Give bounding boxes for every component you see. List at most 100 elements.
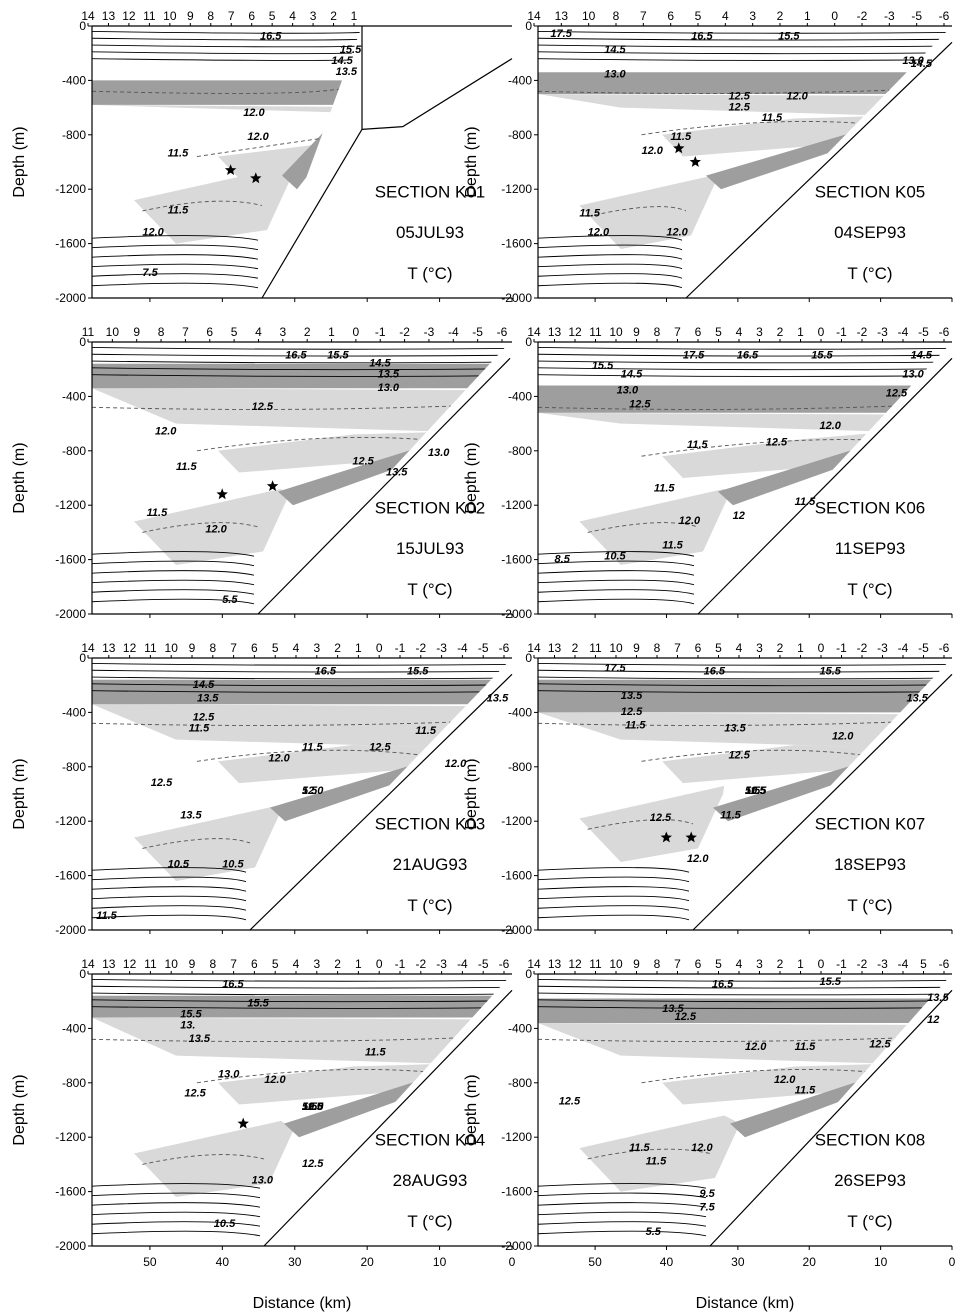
station-label: 2 — [304, 325, 311, 339]
contour-label: 12.5 — [302, 1158, 324, 1170]
y-tick-label: -2000 — [55, 607, 86, 621]
units-label: T (°C) — [407, 580, 452, 599]
contour-label: 13.5 — [189, 1033, 211, 1045]
shaded-band-deep — [579, 488, 728, 566]
y-axis-title: Depth (m) — [11, 442, 28, 513]
isotherm-line — [91, 346, 511, 350]
isotherm-dashed — [537, 404, 933, 410]
station-label: -6 — [499, 957, 510, 971]
isotherm-line — [91, 914, 247, 921]
station-label: 6 — [667, 9, 674, 23]
isotherm-line — [91, 1006, 513, 1009]
station-label: 12 — [122, 9, 136, 23]
y-tick-label: -800 — [508, 760, 532, 774]
contour-label: 12.0 — [445, 758, 467, 770]
contour-label: 13.0 — [428, 447, 450, 459]
station-label: 2 — [777, 325, 784, 339]
contour-label: 12.0 — [691, 1142, 713, 1154]
station-label: -4 — [898, 325, 909, 339]
y-tick-label: -1600 — [501, 237, 532, 251]
y-axis-title: Depth (m) — [463, 1074, 480, 1145]
station-label: 4 — [255, 325, 262, 339]
station-label: -6 — [497, 325, 508, 339]
station-label: 4 — [736, 641, 743, 655]
contour-label: 14.5 — [369, 357, 391, 369]
contour-label: 13.0 — [252, 1174, 274, 1186]
station-label: 5 — [231, 325, 238, 339]
station-label: 14 — [81, 9, 95, 23]
isotherm-line — [537, 992, 953, 996]
contour-label: 11.5 — [654, 483, 675, 495]
contour-label: 14.5 — [621, 368, 643, 380]
x-tick-label: 40 — [216, 1255, 230, 1269]
station-label: 13 — [548, 325, 562, 339]
contour-label: 12 — [927, 1014, 939, 1026]
station-label: 10 — [165, 957, 179, 971]
contour-label: 14.5 — [911, 349, 933, 361]
contour-label: 13.5 — [927, 992, 949, 1004]
y-tick-label: -1600 — [501, 1185, 532, 1199]
station-label: 7 — [674, 641, 681, 655]
contour-label: 16.5 — [285, 349, 307, 361]
isotherm-line — [91, 51, 363, 55]
isotherm-line — [91, 1183, 261, 1189]
isotherm-line — [537, 30, 953, 34]
station-label: -2 — [857, 325, 868, 339]
contour-label: 12.0 — [247, 131, 269, 143]
contour-label: 12.0 — [786, 90, 808, 102]
station-label: 5 — [715, 325, 722, 339]
station-label: 3 — [756, 957, 763, 971]
y-tick-label: -2000 — [501, 291, 532, 305]
isotherm-line — [537, 683, 953, 687]
isotherm-line — [537, 374, 953, 377]
contour-label: 16.5 — [691, 31, 713, 43]
contour-label: 11.5 — [795, 1085, 816, 1097]
contour-label: 11.5 — [646, 1155, 667, 1167]
contour-label: 11.5 — [302, 741, 323, 753]
contour-label: 12.0 — [302, 1101, 324, 1113]
station-label: -4 — [898, 957, 909, 971]
contour-label: 16.5 — [222, 979, 244, 991]
station-label: 10 — [582, 9, 596, 23]
x-tick-label: 30 — [288, 1255, 302, 1269]
contour-label: 12.5 — [184, 1087, 206, 1099]
station-label: 14 — [527, 9, 541, 23]
y-tick-label: -800 — [508, 1076, 532, 1090]
isotherm-line — [537, 273, 683, 279]
x-axis-title: Distance (km) — [253, 1295, 352, 1312]
isotherm-line — [91, 44, 363, 48]
contour-label: 13. — [180, 1019, 195, 1031]
contour-label: 12.5 — [886, 387, 908, 399]
units-label: T (°C) — [847, 264, 892, 283]
station-label: 8 — [158, 325, 165, 339]
contour-label: 11.5 — [168, 148, 189, 160]
y-tick-label: -800 — [62, 1076, 86, 1090]
section-title: SECTION K08 — [815, 1130, 926, 1149]
shaded-band-deep — [579, 785, 725, 862]
shaded-band-deep — [134, 167, 292, 244]
contour-label: 12.0 — [820, 420, 842, 432]
station-star-marker — [224, 164, 237, 175]
station-label: -3 — [424, 325, 435, 339]
contour-label: 15.5 — [180, 1009, 202, 1021]
contour-label: 12.0 — [302, 785, 324, 797]
station-label: 7 — [228, 9, 235, 23]
isotherm-line — [91, 1202, 261, 1208]
station-label: 10 — [609, 957, 623, 971]
station-label: 4 — [293, 641, 300, 655]
station-label: -5 — [918, 641, 929, 655]
station-label: 5 — [272, 641, 279, 655]
station-label: 4 — [722, 9, 729, 23]
shaded-band-deep — [134, 488, 288, 566]
station-label: 11 — [82, 325, 95, 339]
isotherm-dashed — [587, 522, 699, 533]
contour-label: 16.5 — [704, 665, 726, 677]
station-label: 10 — [163, 9, 177, 23]
seafloor-mask — [258, 342, 512, 614]
station-label: 8 — [654, 325, 661, 339]
isotherm-line — [537, 1183, 707, 1189]
y-axis-title: Depth (m) — [463, 758, 480, 829]
station-label: 8 — [209, 957, 216, 971]
